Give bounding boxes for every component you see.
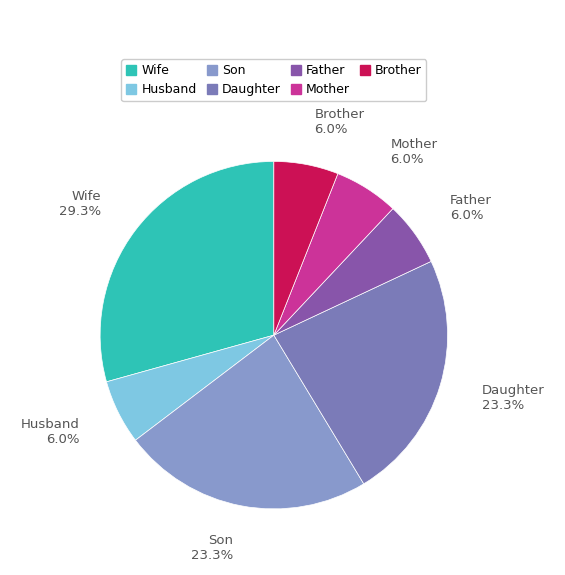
Text: Son
23.3%: Son 23.3% (191, 535, 233, 562)
Legend: Wife, Husband, Son, Daughter, Father, Mother, Brother: Wife, Husband, Son, Daughter, Father, Mo… (121, 59, 426, 101)
Text: Brother
6.0%: Brother 6.0% (315, 108, 364, 136)
Text: Daughter
23.3%: Daughter 23.3% (482, 384, 545, 412)
Wedge shape (100, 162, 274, 382)
Wedge shape (107, 335, 274, 440)
Wedge shape (274, 209, 431, 335)
Text: Husband
6.0%: Husband 6.0% (20, 417, 79, 446)
Wedge shape (274, 162, 338, 335)
Text: Mother
6.0%: Mother 6.0% (390, 138, 437, 166)
Text: Father
6.0%: Father 6.0% (450, 194, 492, 222)
Wedge shape (274, 174, 393, 335)
Text: Wife
29.3%: Wife 29.3% (59, 190, 101, 218)
Wedge shape (136, 335, 364, 509)
Wedge shape (274, 262, 447, 484)
